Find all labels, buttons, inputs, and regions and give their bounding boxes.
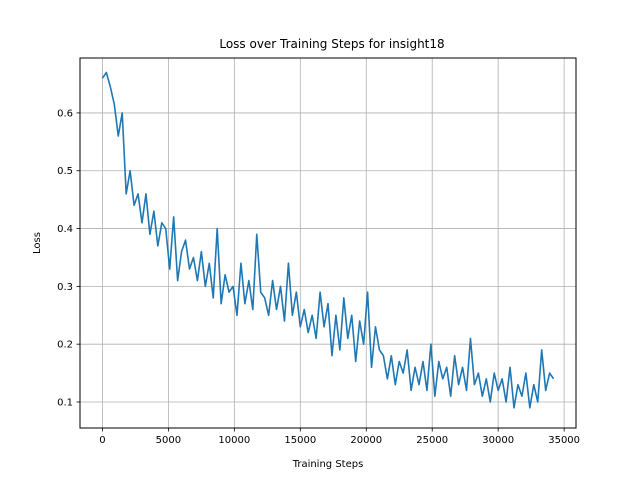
x-tick-label: 35000 <box>548 435 580 446</box>
x-tick-label: 25000 <box>416 435 448 446</box>
y-tick-label: 0.4 <box>57 224 73 235</box>
x-axis-label: Training Steps <box>292 459 364 470</box>
x-tick-label: 20000 <box>350 435 382 446</box>
grid-lines <box>80 58 576 428</box>
y-tick-label: 0.5 <box>57 166 73 177</box>
loss-series-line <box>101 71 555 409</box>
x-tick-label: 5000 <box>156 435 181 446</box>
y-axis-label: Loss <box>32 232 43 254</box>
chart-title: Loss over Training Steps for insight18 <box>219 37 444 51</box>
x-tick-label: 0 <box>99 435 105 446</box>
plot-area-frame <box>79 57 577 429</box>
x-tick-label: 10000 <box>218 435 250 446</box>
y-tick-label: 0.1 <box>57 397 73 408</box>
x-tick-label: 30000 <box>482 435 514 446</box>
y-axis-ticks: 0.1 0.2 0.3 0.4 0.5 0.6 <box>57 108 80 408</box>
y-tick-label: 0.2 <box>57 340 73 351</box>
x-tick-label: 15000 <box>284 435 316 446</box>
y-tick-label: 0.3 <box>57 282 73 293</box>
x-axis-ticks: 0 5000 10000 15000 20000 25000 30000 35000 <box>99 428 580 446</box>
series-group <box>101 71 555 409</box>
y-tick-label: 0.6 <box>57 108 73 119</box>
